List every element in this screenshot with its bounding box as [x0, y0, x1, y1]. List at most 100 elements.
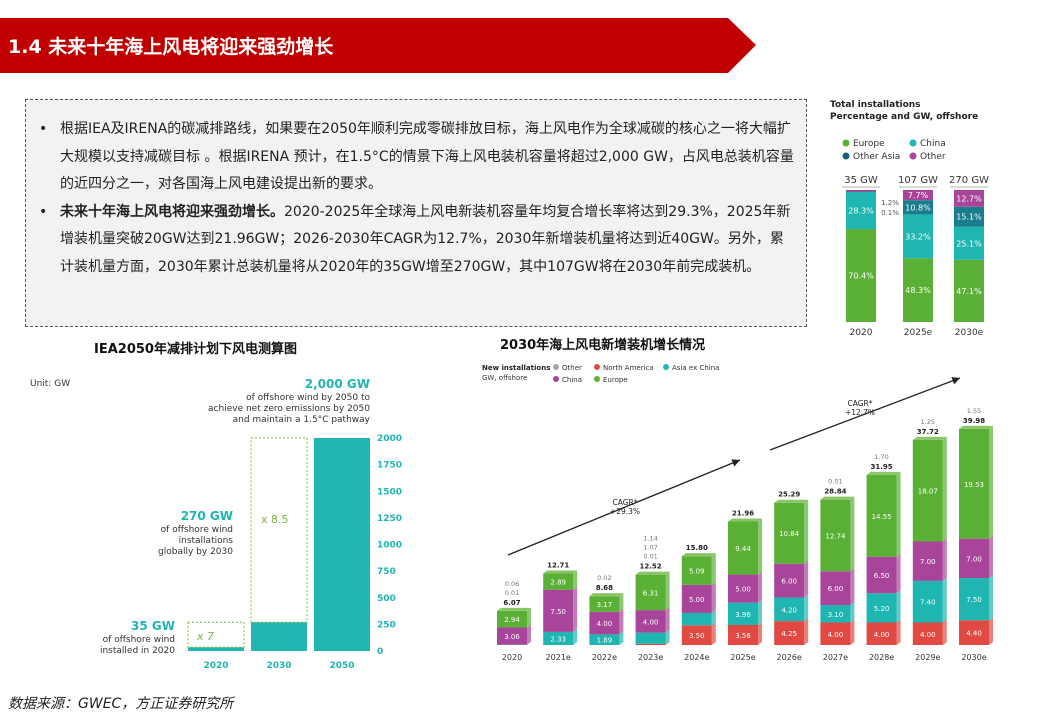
annotation-value: 270 GW	[181, 509, 233, 523]
segment-other	[903, 190, 933, 201]
x-tick-label: 2030e	[955, 328, 984, 338]
summary-textbox: • 根据IEA及IRENA的碳减排路线，如果要在2050年顺利完成零碳排放目标，…	[25, 99, 807, 327]
segment-label: 28.3%	[848, 206, 874, 215]
segment-label: 18.07	[918, 488, 938, 496]
cagr-label: CAGR*	[847, 399, 872, 408]
y-tick-label: 0	[377, 647, 383, 657]
segment-north-america	[774, 621, 805, 645]
total-label: 21.96	[732, 509, 754, 517]
annotation-value: 2,000 GW	[305, 377, 370, 391]
segment-label: 4.40	[966, 630, 982, 638]
segment-china	[959, 538, 989, 579]
source-footer: 数据来源：GWEC，方正证券研究所	[8, 696, 234, 712]
segment-side	[989, 425, 993, 539]
bar-top-face	[912, 436, 947, 440]
segment-other-asia	[954, 206, 984, 227]
bar-top-face	[543, 570, 578, 574]
segment-side	[850, 496, 855, 572]
page-title: 1.4 未来十年海上风电将迎来强劲增长	[8, 36, 334, 58]
dashed-growth-box-2	[250, 437, 308, 623]
x-tick-label: 2020	[502, 653, 522, 662]
segment-label: 12.7%	[956, 194, 982, 203]
segment-china	[846, 191, 876, 230]
segment-north-america	[866, 622, 897, 645]
cagr-arrow-1	[507, 459, 741, 556]
top-note: 0.01	[505, 589, 519, 597]
y-tick-label: 1250	[377, 514, 402, 524]
segment-label: 10.84	[779, 530, 800, 538]
segment-label: 2.94	[504, 616, 520, 624]
segment-label: 0.1%	[881, 209, 899, 217]
top-note: 1.14	[643, 535, 657, 543]
segment-europe	[866, 474, 897, 557]
bar-2020	[188, 647, 244, 651]
dashed-growth-box-1	[187, 621, 245, 648]
segment-europe	[912, 439, 943, 542]
segment-side	[619, 608, 624, 635]
segment-side	[527, 624, 531, 645]
segment-side	[758, 621, 762, 645]
segment-label: 33.2%	[905, 232, 931, 241]
paragraph-text: 2020-2025年全球海上风电新装机容量年均复合增长率将达到29.3%，202…	[60, 203, 791, 275]
segment-label: 6.00	[828, 585, 844, 593]
segment-north-america	[635, 643, 666, 645]
x-tick-label: 2030e	[961, 653, 986, 662]
segment-asia-ex-china	[820, 605, 851, 623]
segment-asia-ex-china	[681, 612, 712, 626]
segment-label: 7.00	[966, 555, 982, 563]
segment-label: 10.8%	[905, 203, 931, 212]
top-note: 1.07	[643, 544, 657, 552]
annotation-value: 35 GW	[131, 619, 175, 633]
top-note: 1.55	[967, 407, 981, 415]
legend-label: Other Asia	[853, 152, 900, 162]
right-chart-title: 2030年海上风电新增装机增长情况	[500, 338, 706, 353]
segment-side	[850, 602, 855, 623]
total-label: 31.95	[871, 463, 893, 471]
legend-swatch	[909, 152, 917, 160]
paragraph-bold-lead: 未来十年海上风电将迎来强劲增长。	[60, 203, 284, 220]
bar-top-face	[959, 425, 993, 429]
segment-label: 5.00	[735, 586, 751, 594]
segment-asia-ex-china	[543, 631, 574, 645]
legend-swatch	[594, 376, 600, 382]
x-tick-label: 2020	[203, 661, 228, 671]
segment-label: 4.00	[828, 631, 844, 639]
legend-label: Europe	[853, 139, 885, 149]
legend-swatch	[842, 152, 850, 160]
banner-arrow-shape	[0, 18, 756, 73]
segment-label: 5.00	[689, 596, 705, 604]
segment-label: 2.33	[550, 635, 566, 643]
x-tick-label: 2025e	[730, 653, 755, 662]
segment-side	[942, 619, 947, 645]
segment-label: 6.50	[874, 572, 890, 580]
annotation-text: installed in 2020	[100, 646, 175, 656]
segment-side	[896, 471, 901, 557]
segment-side	[619, 593, 624, 612]
legend-label: North America	[603, 364, 654, 372]
segment-asia-ex-china	[728, 602, 758, 625]
segment-side	[989, 535, 993, 579]
section-banner: 1.4 未来十年海上风电将迎来强劲增长	[0, 18, 760, 73]
segment-europe	[728, 521, 758, 575]
bullet-icon: •	[39, 121, 48, 137]
bar-top-face	[728, 518, 762, 522]
segment-china	[728, 574, 758, 603]
segment-north-america	[681, 625, 712, 645]
bar-2050	[314, 438, 370, 651]
segment-label: 1.89	[597, 637, 613, 645]
segment-side	[804, 618, 809, 645]
segment-side	[665, 571, 670, 611]
multiplier-label: x 7	[196, 630, 214, 643]
segment-side	[989, 575, 993, 621]
y-tick-label: 2000	[377, 434, 402, 444]
multiplier-label: x 8.5	[261, 513, 289, 526]
segment-label: 7.00	[920, 558, 936, 566]
x-tick-label: 2020	[850, 328, 873, 338]
segment-label: 3.50	[689, 632, 705, 640]
legend-label: China	[920, 139, 946, 149]
bar-top-face	[774, 499, 809, 503]
segment-other	[954, 190, 984, 207]
segment-label: 15.1%	[956, 213, 982, 222]
segment-label: 25.1%	[956, 239, 982, 248]
segment-china	[681, 584, 712, 613]
